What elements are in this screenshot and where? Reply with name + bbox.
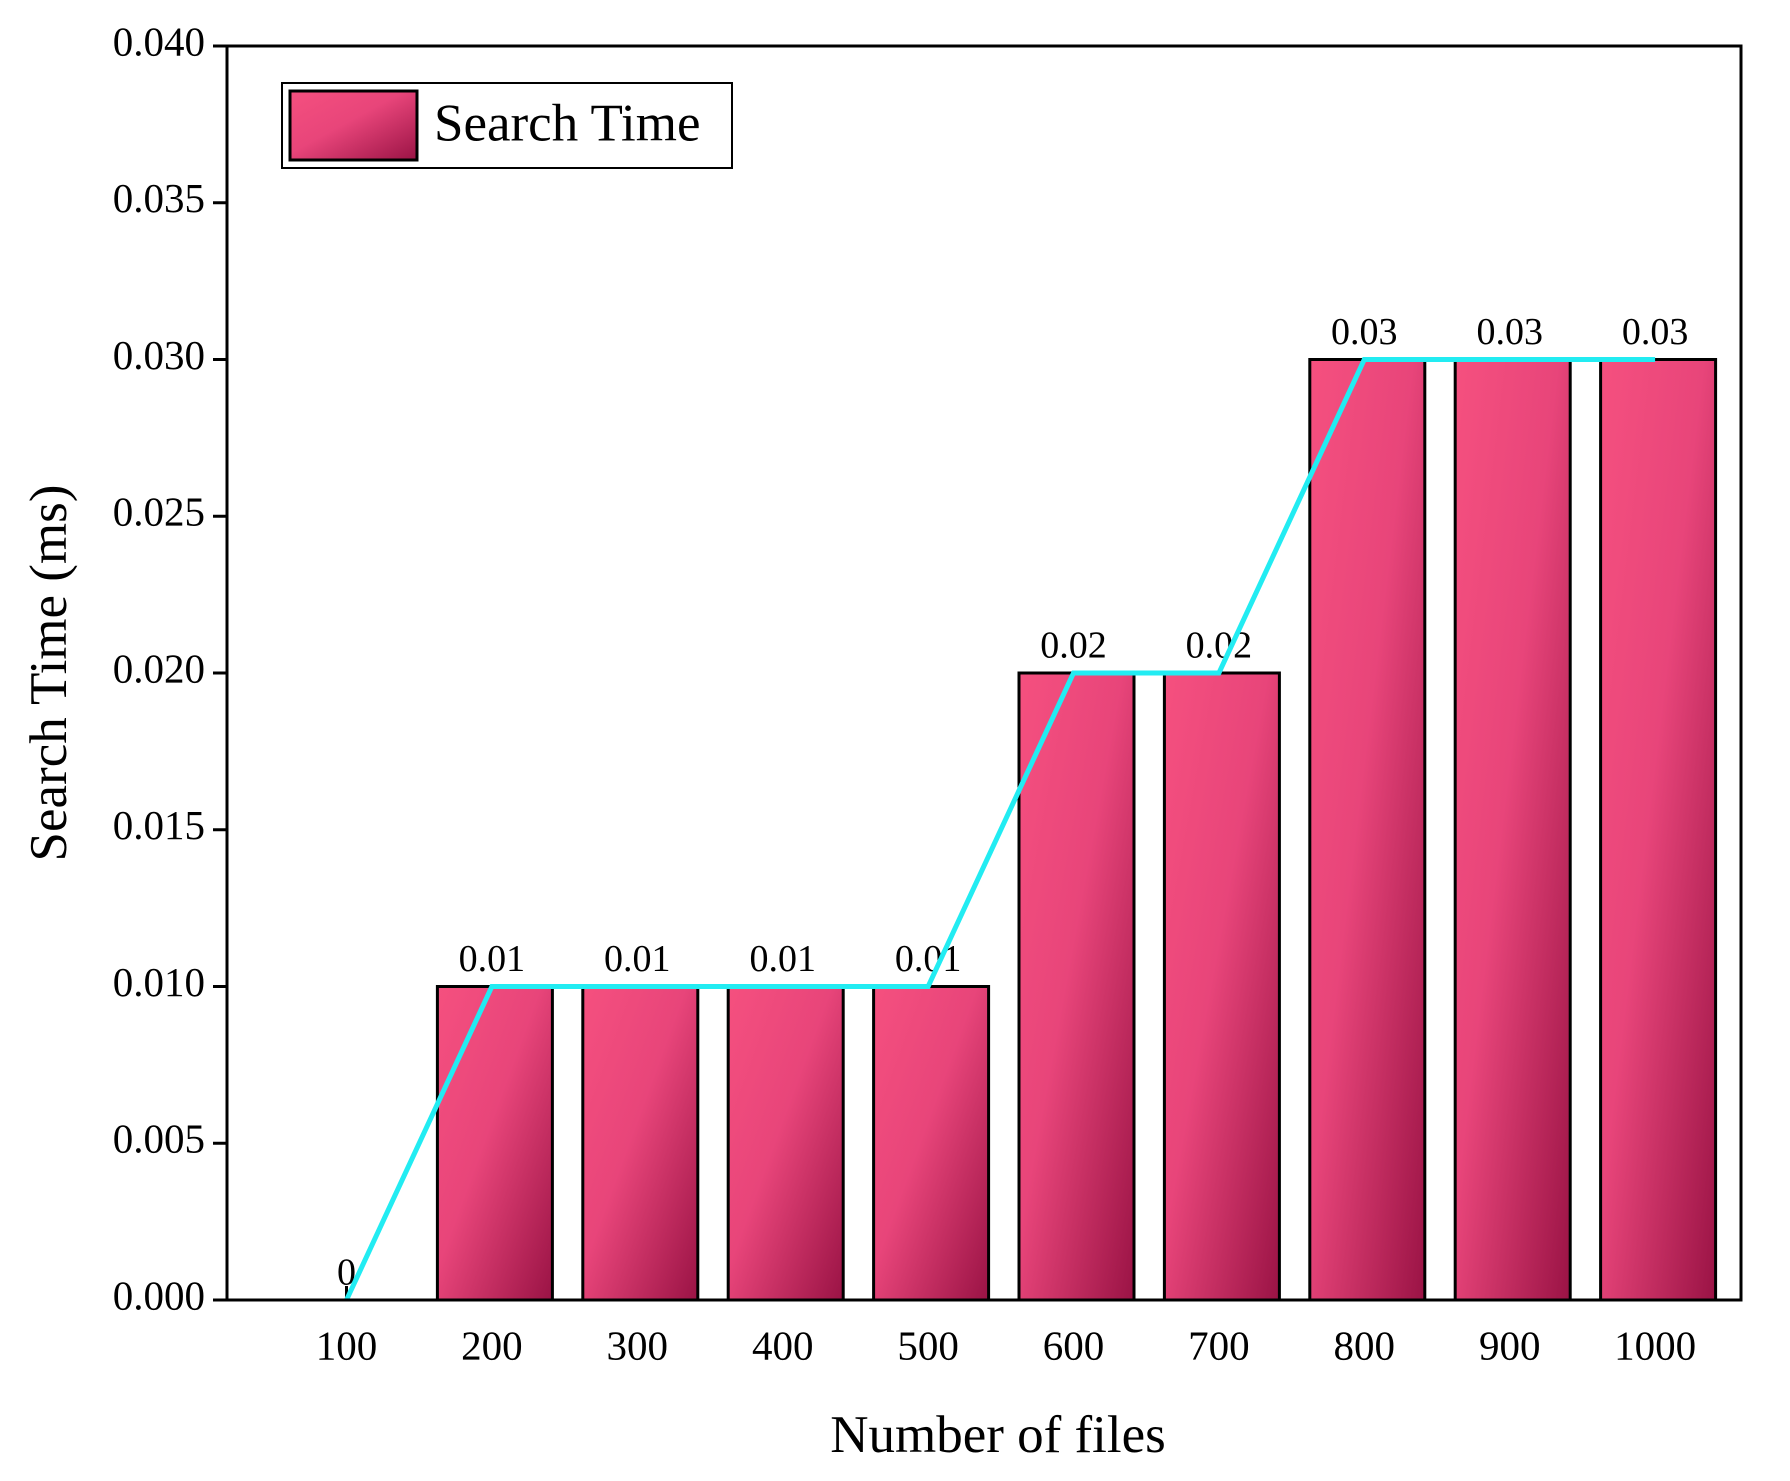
x-tick-label: 100 [316,1322,378,1368]
x-tick-label: 700 [1188,1322,1250,1368]
y-tick-label: 0.025 [113,489,205,535]
bar [1453,358,1572,1302]
y-tick-label: 0.010 [113,959,205,1005]
data-label: 0.01 [895,938,962,980]
bar [872,985,991,1302]
legend-swatch [288,89,419,162]
bar [1017,671,1136,1302]
y-tick-label: 0.035 [113,175,205,221]
bar [435,985,554,1302]
x-tick-label: 800 [1334,1322,1396,1368]
data-label: 0.02 [1186,625,1253,667]
x-tick-label: 1000 [1614,1322,1696,1368]
data-label: 0.01 [749,938,816,980]
x-tick-label: 400 [752,1322,814,1368]
bar [726,985,845,1302]
plot-frame [225,44,1743,1302]
data-label: 0.01 [459,938,526,980]
trend-line [344,357,1656,1302]
bar [581,985,700,1302]
bar [1308,358,1427,1302]
y-tick-label: 0.015 [113,802,205,848]
x-tick-label: 300 [607,1322,669,1368]
bar [1599,358,1718,1302]
x-tick-label: 900 [1479,1322,1541,1368]
y-tick-label: 0.000 [113,1272,205,1318]
data-label: 0.01 [604,938,671,980]
x-axis-title: Number of files [830,1406,1166,1464]
y-tick-label: 0.005 [113,1116,205,1162]
data-label: 0.03 [1476,311,1543,353]
y-tick-label: 0.040 [113,18,205,64]
bar [1162,671,1281,1302]
data-label: 0.03 [1331,311,1398,353]
y-tick-label: 0.030 [113,332,205,378]
x-tick-label: 600 [1043,1322,1105,1368]
x-tick-label: 200 [461,1322,523,1368]
y-tick-label: 0.020 [113,645,205,691]
data-label: 0.02 [1040,625,1107,667]
legend-label: Search Time [434,95,700,153]
data-label: 0 [337,1252,356,1294]
x-tick-label: 500 [897,1322,959,1368]
data-label: 0.03 [1622,311,1689,353]
y-axis-title: Search Time (ms) [20,485,78,862]
